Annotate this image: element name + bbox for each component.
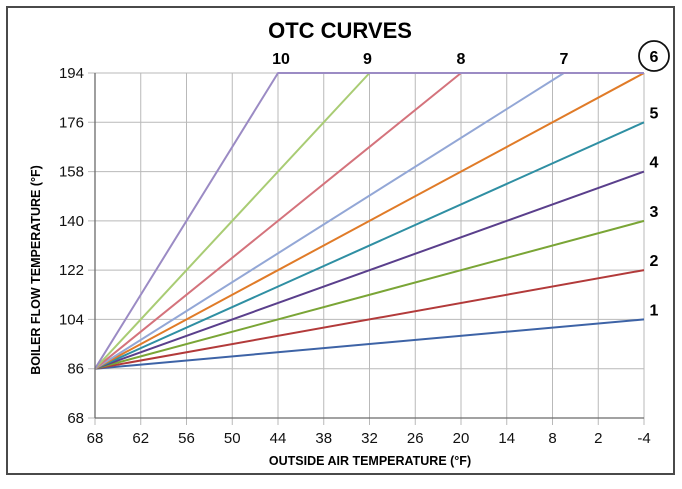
highlight-circle	[638, 40, 670, 72]
chart-frame	[6, 6, 675, 475]
curve-labels-layer: 1 2 3 4 5 6 7 8 9 10	[272, 40, 670, 319]
otc-curve-6	[94, 72, 645, 370]
x-tick-label: 32	[361, 430, 378, 447]
x-tick-label: 2	[594, 430, 602, 447]
y-tick-label: 140	[59, 213, 84, 230]
otc-curve-4	[94, 170, 645, 370]
chart-title: OTC CURVES	[268, 18, 412, 43]
x-tick-label: 20	[453, 430, 470, 447]
otc-curve-1	[94, 318, 645, 370]
curve-label-7: 7	[559, 51, 568, 68]
otc-curve-2	[94, 269, 645, 370]
otc-curve-5	[94, 121, 645, 370]
y-tick-label: 122	[59, 262, 84, 279]
y-tick-label: 194	[59, 65, 84, 82]
otc-curve-3	[94, 219, 645, 370]
x-tick-label: -4	[637, 430, 650, 447]
curve-label-1: 1	[650, 302, 659, 319]
x-axis-label: OUTSIDE AIR TEMPERATURE (°F)	[269, 454, 471, 468]
ticks-layer: 68 62 56 50 44 38 32 26 20 14 8 2 -4 68 86 104 122 140 158…	[59, 65, 651, 447]
y-tick-label: 176	[59, 114, 84, 131]
curve-label-3: 3	[650, 204, 659, 221]
series-layer	[94, 72, 645, 370]
curve-label-6: 6	[650, 49, 659, 66]
x-tick-label: 56	[178, 430, 195, 447]
x-tick-label: 62	[132, 430, 149, 447]
axes-layer	[94, 73, 644, 419]
curve-label-2: 2	[650, 253, 659, 270]
y-tick-label: 158	[59, 164, 84, 181]
y-tick-label: 86	[67, 361, 84, 378]
x-tick-label: 44	[270, 430, 287, 447]
otc-curve-10	[94, 72, 644, 370]
y-axis-label: BOILER FLOW TEMPERATURE (°F)	[29, 165, 43, 375]
x-tick-label: 14	[498, 430, 515, 447]
x-tick-label: 8	[548, 430, 556, 447]
curve-label-4: 4	[650, 155, 659, 172]
grid	[88, 72, 645, 425]
curve-label-9: 9	[363, 51, 372, 68]
x-tick-label: 50	[224, 430, 241, 447]
curve-label-8: 8	[457, 51, 466, 68]
x-tick-label: 38	[315, 430, 332, 447]
x-tick-label: 26	[407, 430, 424, 447]
y-tick-label: 68	[67, 410, 84, 427]
curve-label-5: 5	[650, 105, 659, 122]
y-tick-label: 104	[59, 311, 84, 328]
x-tick-label: 68	[87, 430, 104, 447]
curve-label-10: 10	[272, 51, 290, 68]
